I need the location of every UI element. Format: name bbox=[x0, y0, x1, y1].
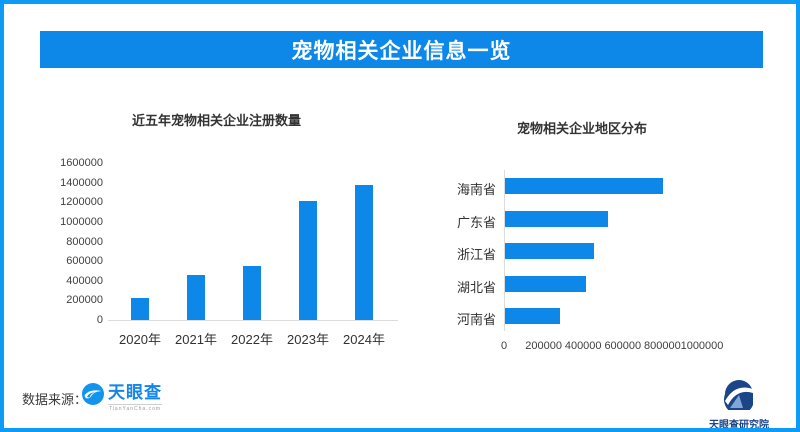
registrations-bar-chart: 近五年宠物相关企业注册数量 0 200000 400000 600000 800000 1… bbox=[40, 100, 424, 366]
y-tick-label: 1400000 bbox=[60, 176, 103, 189]
data-source-label: 数据来源： bbox=[22, 392, 88, 407]
institute-logo-block: 天眼查研究院 bbox=[704, 380, 774, 431]
y-cat-label: 河南省 bbox=[456, 312, 496, 327]
region-chart-title: 宠物相关企业地区分布 bbox=[516, 121, 647, 136]
registrations-chart-title: 近五年宠物相关企业注册数量 bbox=[132, 113, 302, 128]
bar-2023年 bbox=[299, 201, 317, 320]
y-cat-label: 海南省 bbox=[456, 182, 496, 197]
institute-name: 天眼查研究院 bbox=[709, 420, 769, 431]
x-cat-label: 2020年 bbox=[119, 332, 161, 347]
bar-2020年 bbox=[131, 298, 149, 320]
y-tick-label: 1200000 bbox=[60, 196, 103, 209]
x-axis-line bbox=[108, 320, 398, 321]
bar-广东省 bbox=[505, 210, 608, 227]
y-tick-label: 1600000 bbox=[60, 157, 103, 169]
region-chart-plot: 海南省广东省浙江省湖北省河南省 0 200000 400000 600000 800000… bbox=[430, 100, 764, 366]
y-cat-label: 浙江省 bbox=[456, 247, 496, 262]
tianyancha-eye-icon bbox=[82, 383, 104, 410]
institute-logo-icon bbox=[722, 380, 756, 415]
page-title: 宠物相关企业信息一览 bbox=[40, 31, 763, 68]
bar-河南省 bbox=[505, 308, 560, 324]
x-cat-label: 2021年 bbox=[175, 332, 217, 347]
x-tick-label: 800000 bbox=[644, 340, 681, 352]
x-cat-label: 2024年 bbox=[343, 332, 385, 347]
bar-海南省 bbox=[505, 178, 663, 194]
y-tick-label: 400000 bbox=[66, 274, 103, 287]
x-tick-label: 1000000 bbox=[680, 340, 724, 352]
x-tick-label: 200000 bbox=[525, 340, 562, 352]
y-cat-label: 广东省 bbox=[456, 214, 496, 230]
y-tick-label: 200000 bbox=[66, 294, 103, 307]
page-title-text: 宠物相关企业信息一览 bbox=[291, 39, 512, 63]
x-tick-label: 400000 bbox=[564, 340, 602, 352]
tianyancha-name: 天眼查 bbox=[108, 383, 162, 402]
bar-2024年 bbox=[355, 185, 373, 320]
y-tick-label: 1000000 bbox=[60, 215, 103, 228]
y-tick-label: 800000 bbox=[66, 235, 103, 248]
footer: 数据来源： 天眼查 TianYanCha.com bbox=[4, 380, 796, 428]
y-tick-label: 600000 bbox=[66, 255, 103, 268]
x-cat-label: 2022年 bbox=[231, 332, 273, 347]
bar-湖北省 bbox=[505, 275, 586, 292]
x-tick-label: 0 bbox=[500, 340, 508, 352]
tianyancha-wordmark: 天眼查 TianYanCha.com bbox=[108, 383, 162, 412]
tianyancha-domain: TianYanCha.com bbox=[108, 404, 162, 412]
bar-浙江省 bbox=[505, 243, 594, 259]
x-tick-label: 600000 bbox=[604, 340, 642, 352]
tianyancha-logo: 天眼查 TianYanCha.com bbox=[82, 383, 162, 412]
registrations-chart-plot: 0 200000 400000 600000 800000 1000000 1200000 1… bbox=[40, 100, 424, 366]
y-tick-label: 0 bbox=[96, 314, 103, 326]
x-cat-label: 2023年 bbox=[287, 332, 329, 347]
region-bar-chart: 宠物相关企业地区分布 海南省广东省浙江省湖北省河南省 0 200000 400000 6… bbox=[430, 100, 764, 366]
y-axis-line bbox=[504, 170, 505, 331]
bar-2021年 bbox=[187, 275, 205, 320]
bar-2022年 bbox=[243, 266, 261, 320]
y-cat-label: 湖北省 bbox=[456, 279, 496, 295]
